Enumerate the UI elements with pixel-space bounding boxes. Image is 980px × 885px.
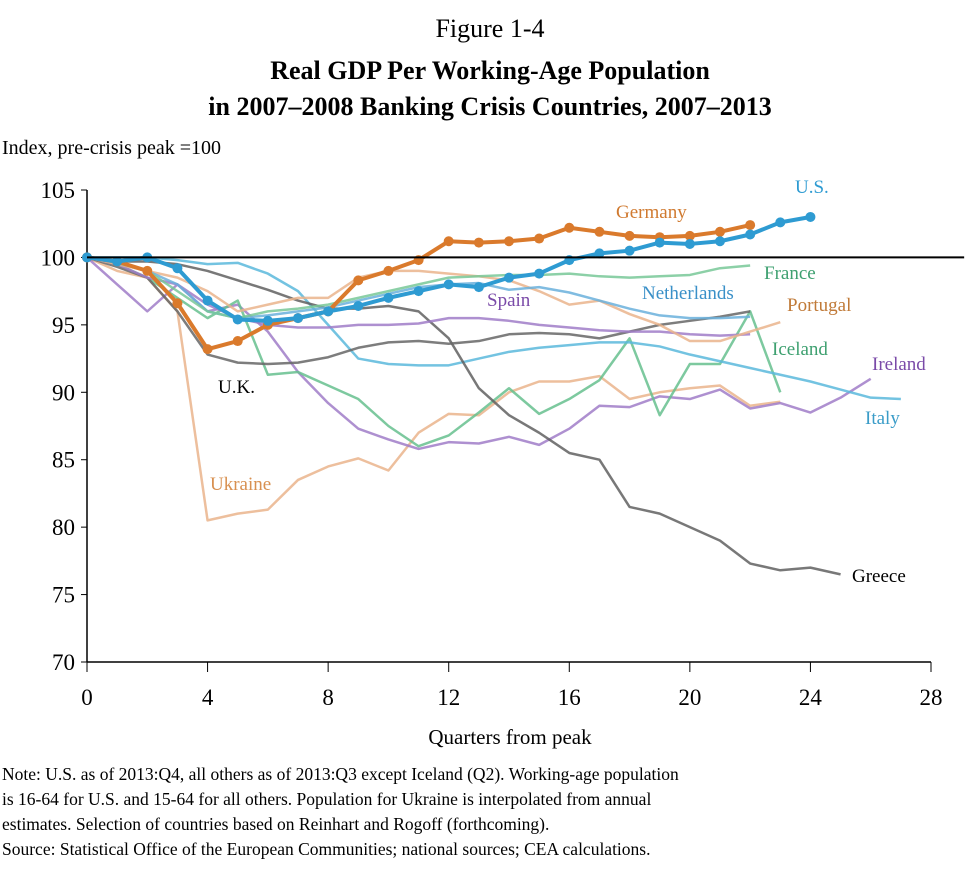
data-point: [383, 292, 394, 303]
series-label: Ireland: [872, 354, 926, 375]
y-tick-label: 105: [41, 178, 76, 203]
data-point: [564, 222, 575, 233]
data-point: [142, 265, 153, 276]
data-point: [534, 268, 545, 279]
y-tick-label: 100: [41, 245, 76, 270]
data-point: [383, 265, 394, 276]
data-point: [202, 344, 213, 355]
series-line-italy: [87, 256, 901, 401]
data-point: [473, 237, 484, 248]
series-label: Iceland: [772, 339, 828, 360]
series-label: Spain: [487, 290, 531, 311]
data-point: [112, 256, 123, 267]
data-point: [684, 238, 695, 249]
x-tick-label: 0: [81, 685, 93, 710]
data-point: [624, 245, 635, 256]
series-label: France: [764, 263, 816, 284]
data-point: [654, 237, 665, 248]
data-point: [805, 211, 816, 222]
figure-label: Figure 1-4: [435, 14, 545, 43]
data-point: [594, 248, 605, 259]
y-tick-label: 70: [52, 650, 75, 675]
data-point: [172, 263, 183, 274]
x-tick-label: 4: [202, 685, 214, 710]
source-line: Source: Statistical Office of the Europe…: [2, 839, 651, 859]
series-label: U.S.: [795, 177, 829, 198]
x-tick-label: 24: [799, 685, 823, 710]
data-point: [715, 236, 725, 247]
data-point: [443, 236, 454, 247]
x-tick-label: 20: [678, 685, 701, 710]
data-point: [684, 230, 695, 241]
data-point: [624, 230, 635, 241]
data-point: [413, 286, 424, 297]
data-point: [262, 315, 273, 326]
data-point: [323, 306, 334, 317]
data-point: [715, 226, 725, 237]
data-point: [232, 336, 243, 347]
series-label: U.K.: [218, 377, 255, 398]
x-tick-label: 8: [322, 685, 334, 710]
data-point: [504, 236, 514, 247]
series-label: Italy: [865, 408, 900, 429]
series-line-iceland: [86, 256, 782, 448]
data-point: [745, 229, 756, 240]
series-label: Ukraine: [210, 474, 271, 495]
chart-title: Real GDP Per Working-Age Population: [270, 56, 710, 85]
x-tick-label: 28: [920, 685, 943, 710]
series-label: Greece: [852, 566, 906, 587]
y-tick-label: 80: [52, 515, 75, 540]
data-point: [293, 313, 303, 324]
data-point: [594, 226, 605, 237]
data-point: [473, 282, 484, 293]
data-point: [353, 275, 364, 286]
y-tick-label: 90: [52, 380, 75, 405]
data-point: [202, 295, 213, 306]
series-line-spain: [86, 256, 751, 337]
series-line-greece: [86, 256, 841, 576]
y-axis-label: Index, pre-crisis peak =100: [2, 137, 221, 159]
data-point: [232, 314, 243, 325]
y-tick-label: 75: [52, 583, 75, 608]
x-tick-label: 12: [437, 685, 460, 710]
data-point: [504, 272, 514, 283]
chart-subtitle: in 2007–2008 Banking Crisis Countries, 2…: [208, 92, 772, 121]
series-label: Netherlands: [642, 283, 734, 304]
series-line-france: [86, 256, 751, 320]
x-tick-label: 16: [558, 685, 581, 710]
note-line: Note: U.S. as of 2013:Q4, all others as …: [2, 764, 679, 784]
series-label: Portugal: [787, 295, 851, 316]
data-point: [534, 233, 545, 244]
data-point: [353, 300, 364, 311]
y-tick-label: 95: [52, 313, 75, 338]
data-point: [745, 220, 756, 231]
notes: Note: U.S. as of 2013:Q4, all others as …: [2, 762, 679, 862]
y-tick-label: 85: [52, 448, 75, 473]
note-line: is 16-64 for U.S. and 15-64 for all othe…: [2, 789, 652, 809]
note-line: estimates. Selection of countries based …: [2, 814, 550, 834]
x-axis-label: Quarters from peak: [428, 725, 592, 749]
series-line-uk: [86, 256, 751, 366]
series-line-ukraine: [86, 256, 781, 522]
data-point: [172, 298, 183, 309]
series-label: Germany: [616, 202, 687, 223]
data-point: [775, 217, 786, 228]
data-point: [443, 279, 454, 290]
series-line-portugal: [86, 256, 781, 343]
